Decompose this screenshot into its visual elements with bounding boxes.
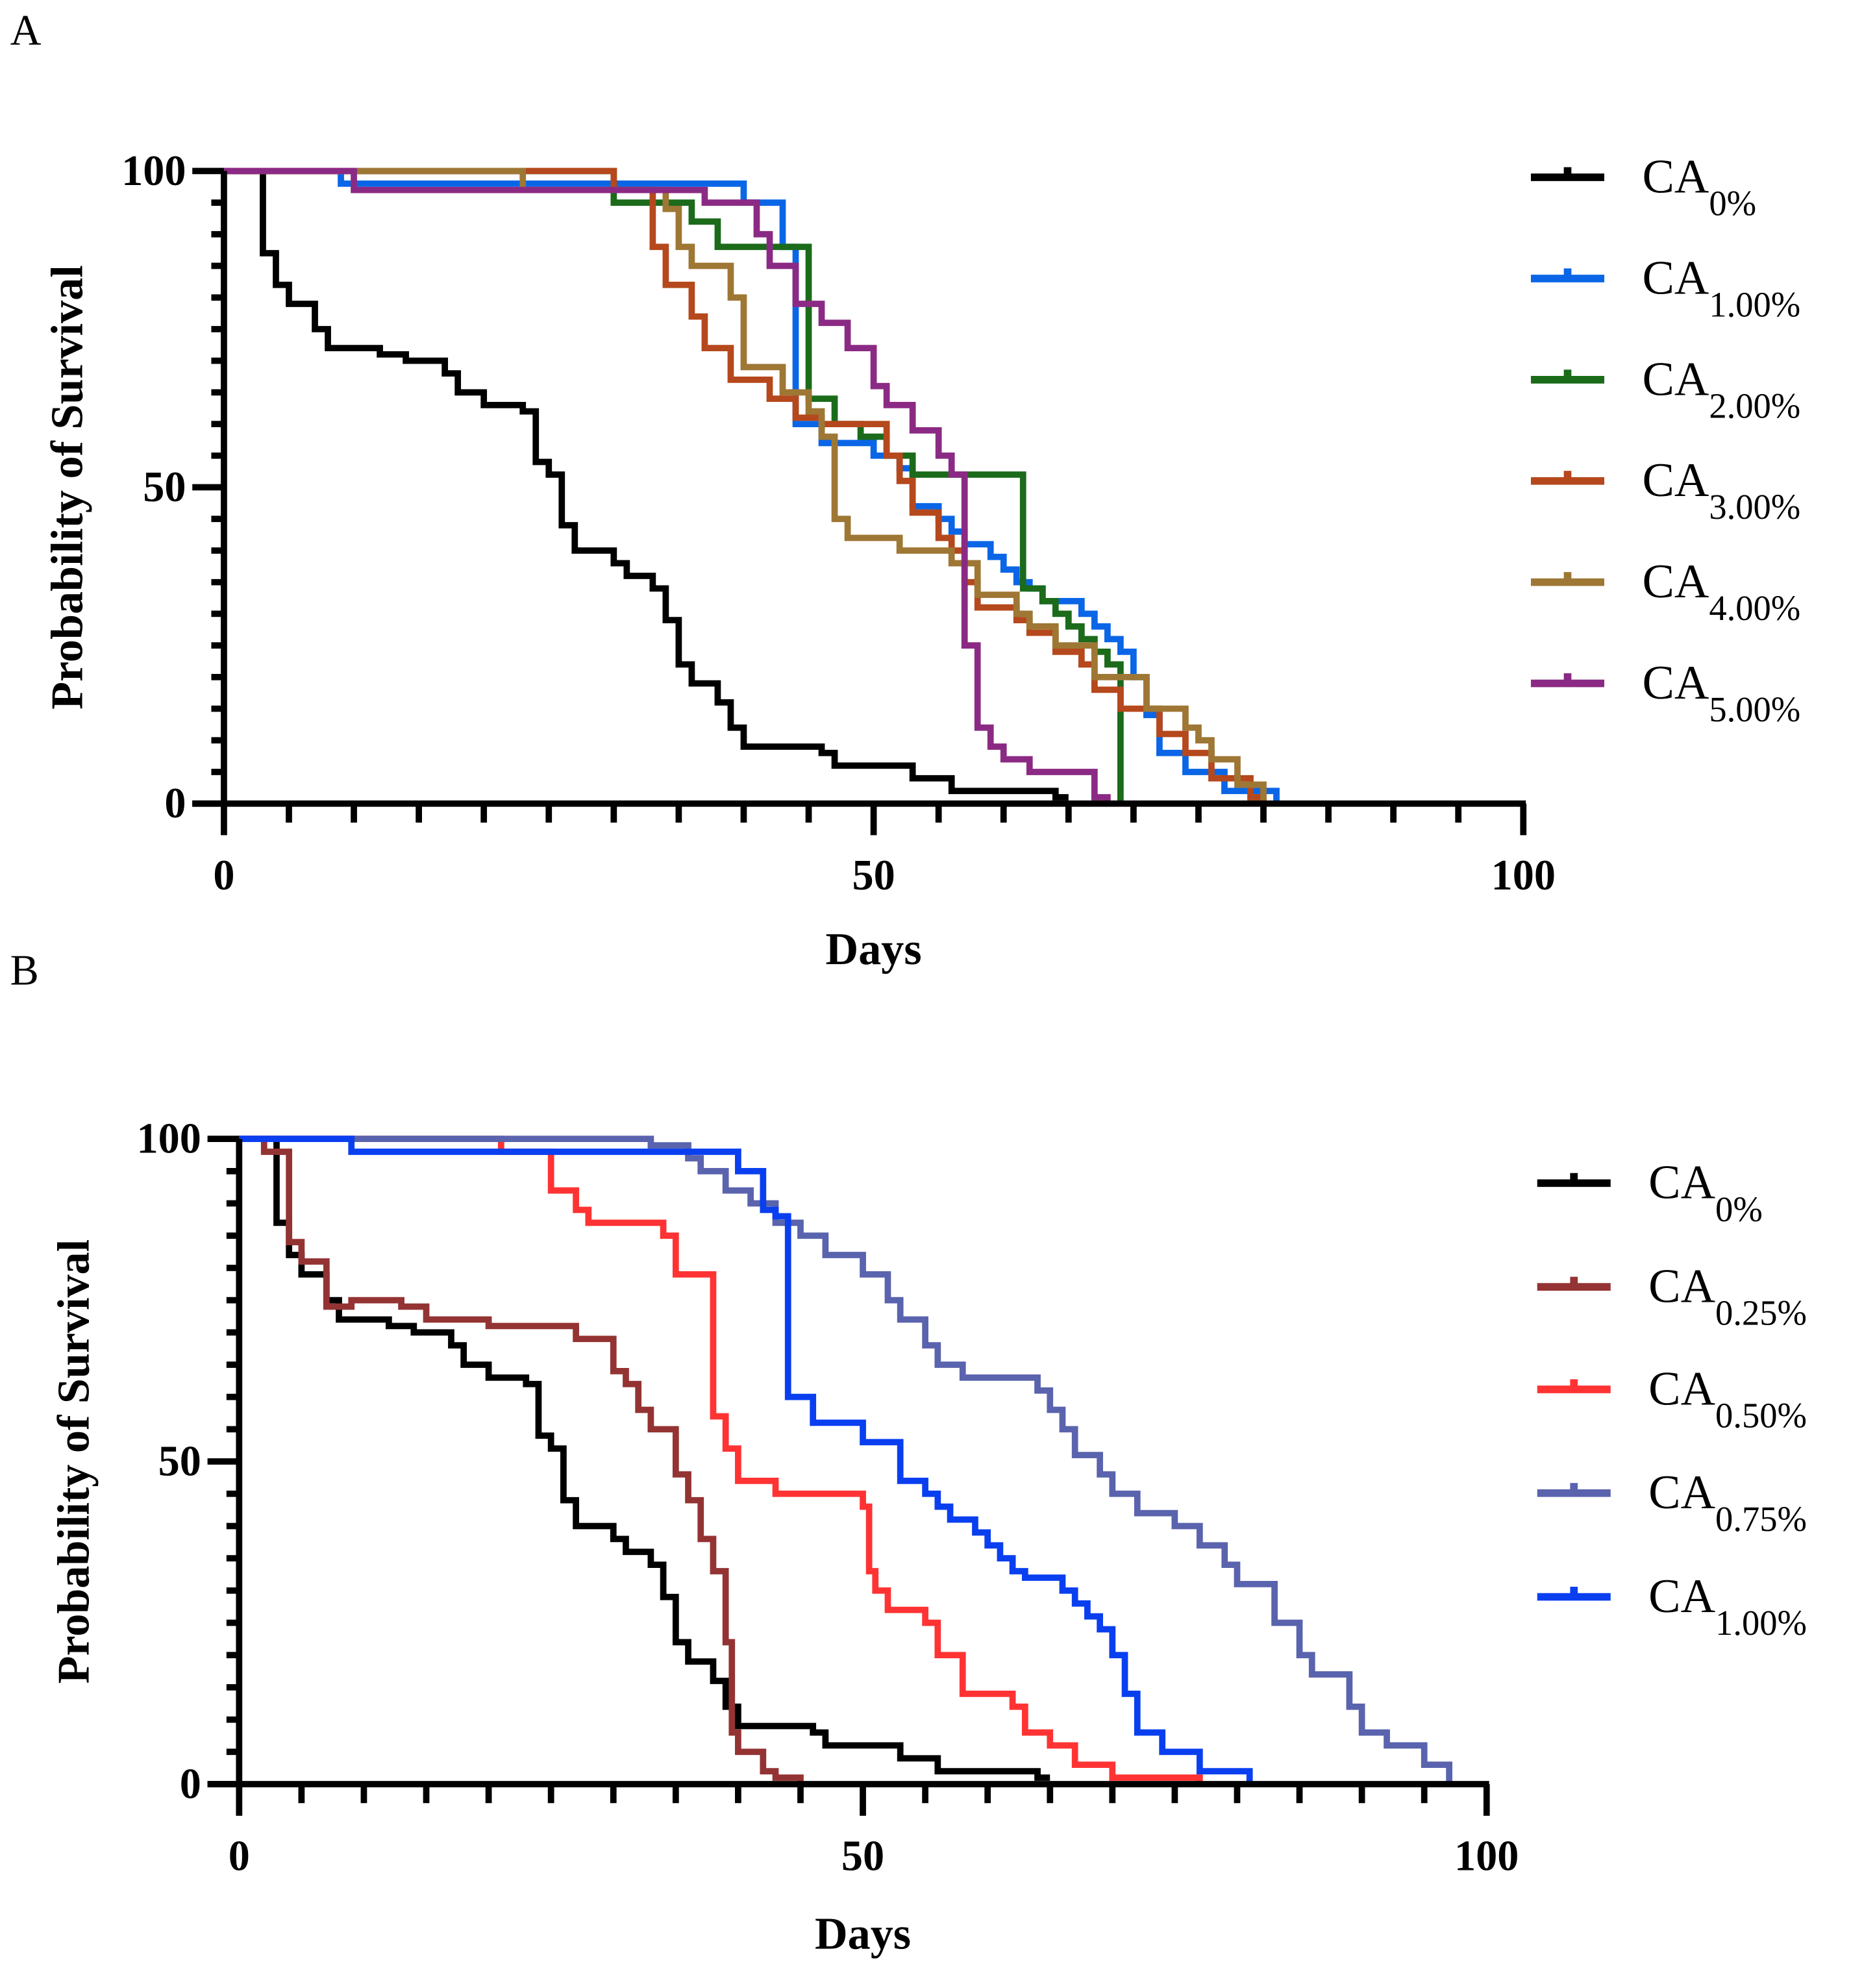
legend-label: CA5.00% (1642, 656, 1800, 729)
legend-label: CA4.00% (1642, 555, 1800, 628)
x-tick-label: 100 (1454, 1832, 1519, 1880)
y-tick-label: 100 (121, 147, 186, 195)
panel-b-chart: 0 50 100 0 50 100 Days Probability of Survival C… (48, 1115, 1807, 1959)
series-line-025 (239, 1136, 804, 1784)
x-tick-label: 0 (229, 1832, 250, 1880)
x-axis-title: Days (815, 1908, 911, 1959)
legend-item: CA0% (1537, 1156, 1763, 1229)
series-line-100 (239, 1136, 1253, 1784)
series-line-300 (223, 168, 1267, 804)
series-line-0 (223, 168, 1069, 801)
panel-letter-b: B (10, 947, 39, 994)
legend-label: CA0% (1648, 1156, 1763, 1229)
x-tick-label: 50 (852, 852, 895, 899)
x-tick-label: 50 (841, 1832, 884, 1880)
legend-item: CA2.00% (1530, 353, 1800, 425)
legend-item: CA1.00% (1530, 251, 1800, 324)
legend-item: CA1.00% (1537, 1570, 1807, 1643)
y-tick-label: 100 (136, 1115, 201, 1163)
legend-item: CA4.00% (1530, 555, 1800, 628)
legend-label: CA0% (1642, 150, 1756, 223)
panel-letter-a: A (10, 6, 42, 54)
x-axis-title: Days (826, 924, 922, 975)
legend-label: CA1.00% (1648, 1570, 1807, 1643)
legend-label: CA1.00% (1642, 251, 1800, 324)
legend-item: CA0.75% (1537, 1466, 1807, 1539)
legend-label: CA3.00% (1642, 454, 1800, 527)
panel-a-chart: 0 50 100 0 50 100 Days Probability of Survival C… (42, 147, 1801, 975)
y-tick-label: 0 (164, 780, 186, 827)
series-line-075 (239, 1136, 1452, 1784)
legend-label: CA0.25% (1648, 1260, 1807, 1333)
y-tick-label: 0 (180, 1760, 201, 1808)
legend-label: CA2.00% (1642, 353, 1800, 425)
y-axis-title: Probability of Survival (42, 265, 93, 710)
series-line-050 (239, 1136, 1203, 1784)
y-axis-title: Probability of Survival (48, 1239, 99, 1684)
legend-item: CA5.00% (1530, 656, 1800, 729)
series-line-400 (223, 168, 1267, 804)
x-tick-label: 0 (213, 852, 234, 899)
legend-item: CA0.25% (1537, 1260, 1807, 1333)
y-tick-label: 50 (158, 1437, 201, 1485)
series-line-500 (223, 168, 1111, 804)
legend-label: CA0.50% (1648, 1362, 1807, 1435)
legend-label: CA0.75% (1648, 1466, 1807, 1539)
x-tick-label: 100 (1491, 852, 1556, 899)
series-line-0 (239, 1136, 1050, 1781)
legend-item: CA0% (1530, 150, 1756, 223)
legend-item: CA0.50% (1537, 1362, 1807, 1435)
series-line-200 (223, 168, 1124, 804)
legend-item: CA3.00% (1530, 454, 1800, 527)
y-tick-label: 50 (143, 464, 186, 511)
